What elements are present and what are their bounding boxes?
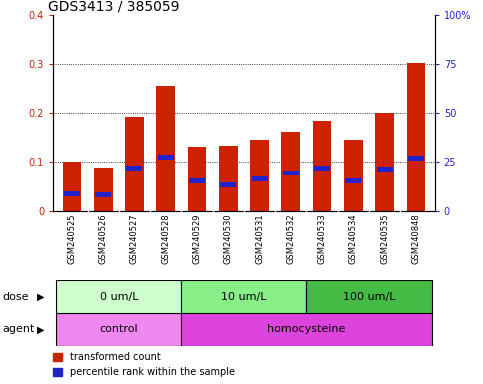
Bar bbox=[219, 146, 238, 211]
Bar bbox=[314, 166, 330, 170]
Bar bbox=[156, 86, 175, 211]
Text: ▶: ▶ bbox=[37, 291, 45, 302]
Bar bbox=[64, 191, 80, 196]
Text: GSM240535: GSM240535 bbox=[380, 213, 389, 264]
Bar bbox=[407, 63, 426, 211]
Text: GSM240532: GSM240532 bbox=[286, 213, 295, 264]
Text: 100 um/L: 100 um/L bbox=[343, 291, 395, 302]
Text: GSM240848: GSM240848 bbox=[412, 213, 420, 264]
Text: GDS3413 / 385059: GDS3413 / 385059 bbox=[48, 0, 180, 13]
Text: ▶: ▶ bbox=[37, 324, 45, 334]
Bar bbox=[158, 155, 174, 160]
Bar bbox=[181, 280, 307, 313]
Text: GSM240529: GSM240529 bbox=[193, 213, 201, 264]
Bar bbox=[282, 132, 300, 211]
Legend: transformed count, percentile rank within the sample: transformed count, percentile rank withi… bbox=[53, 353, 235, 377]
Bar bbox=[189, 178, 205, 183]
Text: GSM240530: GSM240530 bbox=[224, 213, 233, 264]
Text: GSM240531: GSM240531 bbox=[255, 213, 264, 264]
Bar bbox=[252, 176, 268, 181]
Bar bbox=[283, 170, 299, 175]
Bar bbox=[187, 147, 206, 211]
Bar bbox=[220, 182, 236, 187]
Bar bbox=[56, 313, 181, 346]
Text: GSM240525: GSM240525 bbox=[68, 213, 76, 264]
Bar bbox=[62, 162, 81, 211]
Text: GSM240526: GSM240526 bbox=[99, 213, 108, 264]
Text: GSM240527: GSM240527 bbox=[130, 213, 139, 264]
Bar bbox=[344, 140, 363, 211]
Text: GSM240533: GSM240533 bbox=[318, 213, 327, 264]
Bar bbox=[181, 313, 432, 346]
Text: 0 um/L: 0 um/L bbox=[99, 291, 138, 302]
Text: GSM240528: GSM240528 bbox=[161, 213, 170, 264]
Bar bbox=[408, 156, 424, 161]
Text: homocysteine: homocysteine bbox=[267, 324, 346, 334]
Text: GSM240534: GSM240534 bbox=[349, 213, 358, 264]
Text: agent: agent bbox=[2, 324, 35, 334]
Bar bbox=[125, 117, 144, 211]
Bar bbox=[95, 192, 111, 197]
Bar bbox=[307, 280, 432, 313]
Text: dose: dose bbox=[2, 291, 29, 302]
Bar bbox=[127, 166, 142, 170]
Bar bbox=[313, 121, 331, 211]
Bar bbox=[375, 113, 394, 211]
Bar bbox=[94, 168, 113, 211]
Text: 10 um/L: 10 um/L bbox=[221, 291, 267, 302]
Bar bbox=[377, 167, 393, 172]
Text: control: control bbox=[99, 324, 138, 334]
Bar bbox=[56, 280, 181, 313]
Bar bbox=[345, 178, 361, 183]
Bar bbox=[250, 140, 269, 211]
